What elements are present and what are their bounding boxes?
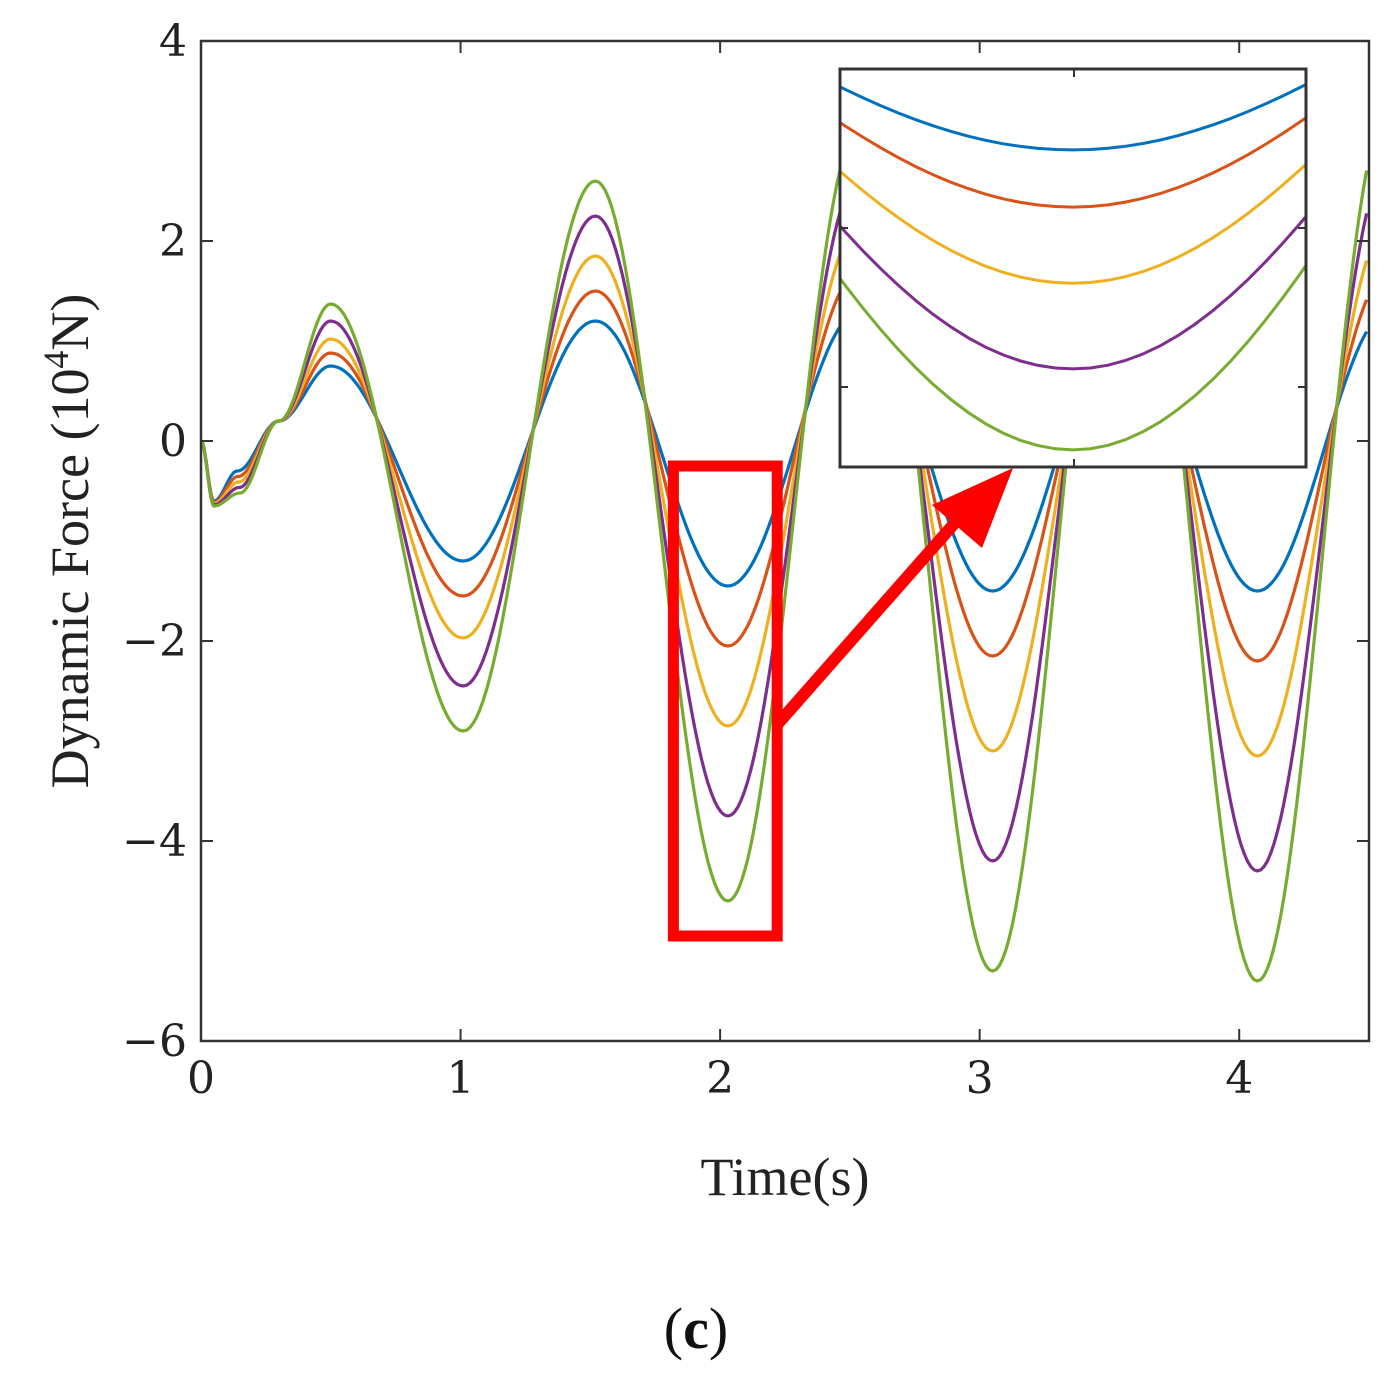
y-tick-label: 2 (159, 216, 187, 267)
x-tick-label: 0 (187, 1053, 215, 1104)
y-tick-label: −6 (122, 1016, 187, 1067)
figure-caption: (c) (0, 1295, 1392, 1362)
zoom-arrow-shaft (772, 496, 980, 729)
caption-open-paren: ( (663, 1296, 684, 1361)
caption-close-paren: ) (708, 1296, 729, 1361)
x-tick-label: 4 (1225, 1053, 1253, 1104)
axes-frame (199, 39, 1371, 1043)
inset-series-line-3 (840, 162, 1306, 285)
zoom-box (667, 460, 783, 942)
inset-lines (840, 82, 1306, 452)
caption-letter: c (683, 1296, 709, 1361)
y-axis-title-main: Dynamic Force (10 (40, 369, 100, 789)
zoom-inset (838, 67, 1308, 469)
y-tick-label: 0 (159, 416, 187, 467)
x-tick-label: 2 (706, 1053, 734, 1104)
inset-series-line-1 (840, 82, 1306, 152)
zoom-annotation (667, 460, 1013, 942)
y-axis-title-unit: N) (40, 294, 100, 351)
y-tick-label: −4 (122, 816, 187, 867)
y-tick-label: 4 (159, 16, 187, 67)
inset-background (840, 69, 1306, 467)
x-tick-label: 3 (966, 1053, 994, 1104)
tick-labels: 0 1 2 3 4 4 2 0 −2 −4 −6 (122, 16, 1253, 1104)
inset-series-line-2 (840, 115, 1306, 209)
y-tick-label: −2 (122, 616, 187, 667)
inset-series-line-5 (840, 262, 1306, 452)
plot-frame (199, 39, 1371, 1043)
x-tick-label: 1 (447, 1053, 475, 1104)
zoom-arrow-head (932, 468, 1013, 548)
y-axis-title: Dynamic Force (104N) (36, 294, 100, 789)
inset-series-line-4 (840, 214, 1306, 371)
x-axis-title: Time(s) (700, 1147, 869, 1207)
y-axis-title-exponent: 4 (36, 351, 76, 369)
